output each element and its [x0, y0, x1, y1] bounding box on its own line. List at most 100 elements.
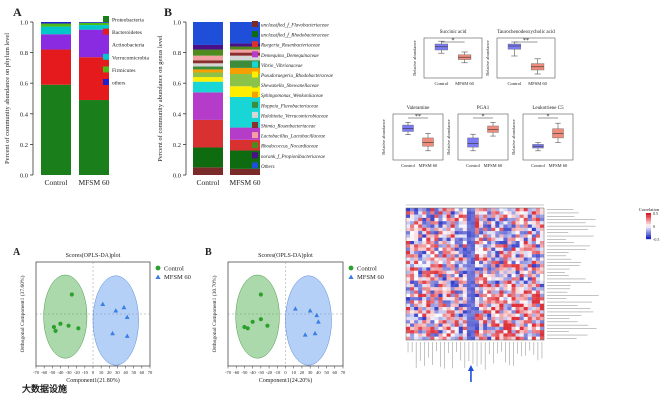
heatmap-cell	[454, 217, 459, 222]
heatmap-cell	[491, 333, 496, 337]
heatmap-cell	[475, 300, 480, 304]
oplsda-a-xtick-label: 30	[115, 370, 120, 375]
genus-chart-bar-segment	[230, 60, 260, 68]
heatmap-cell	[422, 254, 427, 258]
heatmap-cell	[535, 307, 541, 311]
heatmap-cell	[479, 277, 484, 281]
heatmap-cell	[470, 260, 476, 265]
heatmap-cell	[466, 274, 472, 278]
heatmap-cell	[491, 280, 496, 285]
heatmap-cell	[479, 217, 484, 222]
heatmap-cell	[470, 270, 476, 275]
heatmap-cell	[442, 287, 447, 291]
heatmap-cell	[426, 307, 431, 311]
heatmap-cell	[446, 336, 451, 341]
heatmap-cell	[511, 217, 516, 222]
heatmap-cell	[466, 264, 472, 268]
heatmap-cell	[410, 270, 415, 275]
heatmap-cell	[487, 267, 492, 271]
heatmap-cell	[519, 250, 524, 255]
heatmap-cell	[462, 280, 468, 285]
heatmap-cell	[442, 326, 447, 331]
heatmap-cell	[426, 316, 431, 321]
heatmap-cell	[462, 224, 468, 228]
heatmap-cell	[531, 293, 537, 298]
boxplot-box	[487, 125, 499, 133]
heatmap-cell	[519, 264, 524, 268]
heatmap-cell	[450, 250, 455, 255]
heatmap-cell	[539, 264, 545, 268]
heatmap-cell	[410, 287, 415, 291]
heatmap-cell	[426, 300, 431, 304]
heatmap-cell	[539, 224, 545, 228]
heatmap-cell	[519, 320, 524, 324]
heatmap-cell	[438, 280, 443, 285]
heatmap-cell	[523, 330, 528, 334]
heatmap-cell	[426, 333, 431, 337]
heatmap-cell	[511, 316, 516, 321]
heatmap-cell	[418, 290, 423, 294]
heatmap-cell	[466, 260, 472, 265]
heatmap-cell	[479, 254, 484, 258]
heatmap-cell	[446, 234, 451, 238]
heatmap-cell	[430, 250, 435, 255]
heatmap-cell	[535, 316, 541, 321]
heatmap-cell	[446, 330, 451, 334]
heatmap-cell	[450, 208, 455, 212]
oplsda-b-xtick-label: 60	[333, 370, 338, 375]
heatmap-cell	[499, 290, 504, 294]
oplsda-a-xtick-label: -30	[66, 370, 73, 375]
heatmap-cell	[406, 287, 411, 291]
heatmap-cell	[406, 208, 411, 212]
heatmap-cell	[479, 323, 484, 327]
heatmap-cell	[499, 244, 504, 248]
heatmap-cell	[491, 247, 496, 252]
heatmap-cell	[410, 310, 415, 314]
heatmap-cell	[507, 300, 512, 304]
heatmap-cell	[450, 336, 455, 341]
heatmap-cell	[426, 237, 431, 242]
heatmap-cell	[491, 300, 496, 304]
heatmap-cell	[466, 277, 472, 281]
heatmap-cell	[458, 250, 463, 255]
heatmap-cell	[450, 333, 455, 337]
phylum-chart-legend-swatch	[103, 66, 109, 73]
heatmap-cell	[470, 227, 476, 232]
heatmap-cell	[491, 283, 496, 288]
heatmap-cell	[430, 264, 435, 268]
heatmap-cell	[406, 234, 411, 238]
heatmap-cell	[483, 330, 488, 334]
heatmap-cell	[434, 231, 439, 235]
genus-chart-legend-label: Halobiotia_Verrucomicrobiaceae	[260, 114, 329, 119]
heatmap-highlight-arrowhead	[467, 365, 474, 371]
heatmap-cell	[426, 244, 431, 248]
heatmap-cell	[442, 267, 447, 271]
heatmap-cell	[450, 297, 455, 301]
heatmap-cell	[462, 227, 468, 232]
oplsda-b-xtick-label: -70	[225, 370, 232, 375]
heatmap-cell	[531, 330, 537, 334]
heatmap-cell	[410, 208, 415, 212]
heatmap-cell	[466, 297, 472, 301]
oplsda-a-title: Scores(OPLS-DA)plot	[66, 252, 121, 259]
heatmap-cell	[446, 303, 451, 308]
heatmap-cell	[487, 307, 492, 311]
heatmap-cell	[454, 307, 459, 311]
heatmap-cell	[430, 297, 435, 301]
heatmap-cell	[479, 290, 484, 294]
heatmap-cell	[527, 293, 532, 298]
heatmap-cell	[479, 227, 484, 232]
heatmap-cell	[495, 221, 500, 225]
heatmap-cell	[406, 326, 411, 331]
heatmap-cell	[462, 290, 468, 294]
heatmap-cell	[470, 303, 476, 308]
heatmap-cell	[422, 217, 427, 222]
oplsda-a-mfsm-ellipse	[92, 275, 139, 366]
heatmap-cell	[438, 247, 443, 252]
heatmap-cell	[430, 244, 435, 248]
heatmap-cell	[507, 257, 512, 261]
genus-chart-legend-swatch	[252, 111, 258, 118]
heatmap-cell	[442, 214, 447, 219]
heatmap-cell	[499, 297, 504, 301]
heatmap-cell	[487, 257, 492, 261]
